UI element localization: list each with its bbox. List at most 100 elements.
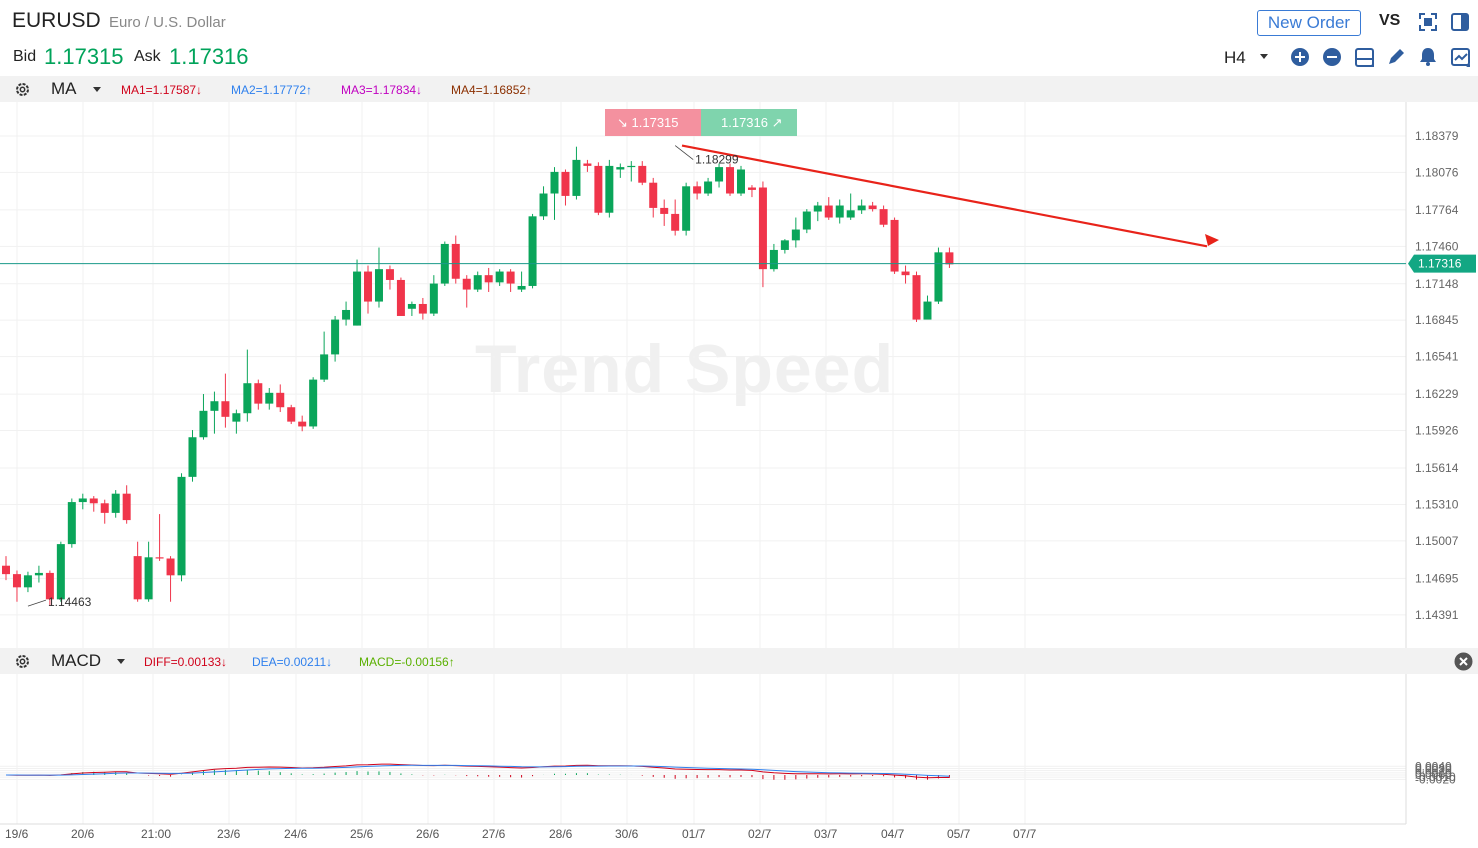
candle-body [133, 556, 142, 600]
ma-indicator-name[interactable]: MA [51, 79, 77, 98]
candle-body [934, 252, 943, 302]
candle-body [100, 503, 109, 513]
new-order-button[interactable]: New Order [1257, 10, 1361, 36]
vs-button[interactable]: VS [1379, 12, 1401, 29]
candle-body [144, 557, 153, 600]
price-tick-label: 1.16541 [1415, 350, 1459, 364]
candle-body [638, 165, 647, 183]
time-tick-label: 26/6 [416, 827, 440, 841]
symbol-description: Euro / U.S. Dollar [109, 14, 226, 31]
panel-toggle-icon[interactable] [1450, 12, 1470, 32]
macd-tick-label: 0.0030 [1415, 761, 1452, 775]
price-tick-label: 1.17764 [1415, 203, 1459, 217]
timeframe-select[interactable]: H4 [1224, 48, 1246, 67]
time-tick-label: 27/6 [482, 827, 506, 841]
candle-body [539, 193, 548, 217]
ask-price: 1.17316 [169, 44, 249, 69]
candle-body [342, 309, 351, 320]
macd-indicator-name[interactable]: MACD [51, 651, 102, 670]
candle-body [528, 216, 537, 286]
sell-price: 1.17315 [631, 115, 679, 130]
candle-body [726, 167, 735, 194]
time-tick-label: 19/6 [5, 827, 29, 841]
price-tick-label: 1.17148 [1415, 277, 1459, 291]
candle-body [506, 271, 515, 284]
candle-body [243, 383, 252, 414]
candle-body [813, 205, 822, 212]
candle-body [780, 240, 789, 250]
candle-body [418, 303, 427, 314]
candle-body [802, 211, 811, 230]
bell-icon[interactable] [1418, 46, 1438, 66]
chevron-down-icon[interactable] [116, 658, 126, 665]
low-marker-line [27, 599, 47, 607]
candle-body [199, 410, 208, 438]
candle-body [155, 557, 164, 559]
ma-indicator-bar: MA MA1=1.17587↓ MA2=1.17772↑ MA3=1.17834… [0, 76, 1478, 102]
settings-gear-icon[interactable] [14, 81, 31, 98]
candle-body [649, 182, 658, 208]
chevron-down-icon[interactable] [1259, 53, 1269, 61]
candle-body [824, 205, 833, 218]
time-tick-label: 05/7 [947, 827, 971, 841]
sell-price-box[interactable]: ↘ 1.17315 [605, 109, 701, 136]
chart-type-icon[interactable] [1450, 47, 1472, 69]
price-tick-label: 1.14391 [1415, 608, 1459, 622]
candlestick-chart[interactable]: 1.18379 1.18076 1.17764 1.17460 1.17148 1.168… [0, 102, 1478, 648]
ma1-value: MA1=1.17587↓ [121, 83, 203, 97]
candle-body [89, 498, 98, 504]
time-tick-label: 07/7 [1013, 827, 1037, 841]
macd-indicator-bar: MACD DIFF=0.00133↓ DEA=0.00211↓ MACD=-0.… [0, 648, 1478, 674]
high-marker-line [674, 145, 694, 160]
ma3-value: MA3=1.17834↓ [341, 83, 423, 97]
candle-body [473, 275, 482, 290]
candle-body [594, 165, 603, 213]
candle-body [188, 437, 197, 477]
time-tick-label: 02/7 [748, 827, 772, 841]
close-icon[interactable] [1454, 652, 1473, 671]
buy-price-box[interactable]: 1.17316 ↗ [701, 109, 797, 136]
candle-body [166, 558, 175, 576]
time-tick-label: 04/7 [881, 827, 905, 841]
candle-body [923, 301, 932, 320]
macd-dea-value: DEA=0.00211↓ [252, 655, 333, 669]
settings-gear-icon[interactable] [14, 653, 31, 670]
candle-body [879, 209, 888, 225]
macd-tick-label: 0.0040 [1415, 759, 1452, 773]
candle-body [835, 205, 844, 218]
candle-body [111, 493, 120, 513]
price-tick-label: 1.14695 [1415, 571, 1459, 585]
fullscreen-icon[interactable] [1418, 12, 1438, 32]
macd-chart[interactable]: 0.00400.00300.00200.00100.0000-0.0010-0.… [0, 674, 1478, 848]
candle-body [298, 421, 307, 427]
candle-body [254, 383, 263, 404]
time-tick-label: 01/7 [682, 827, 706, 841]
ma2-value: MA2=1.17772↑ [231, 83, 313, 97]
candle-body [12, 574, 21, 588]
chevron-down-icon[interactable] [92, 86, 102, 93]
candle-body [78, 498, 87, 503]
candle-body [682, 186, 691, 231]
candle-body [396, 279, 405, 316]
pencil-icon[interactable] [1386, 47, 1406, 67]
candle-body [484, 275, 493, 283]
candle-body [791, 229, 800, 241]
time-tick-label: 30/6 [615, 827, 639, 841]
candle-body [945, 252, 954, 265]
candle-body [232, 413, 241, 422]
zoom-out-icon[interactable] [1322, 47, 1342, 67]
candle-body [715, 167, 724, 182]
candle-body [56, 544, 65, 600]
macd-tick-label: 0.0000 [1415, 768, 1452, 782]
candle-body [34, 572, 43, 576]
candle-body [221, 401, 230, 417]
chart-layout-icon[interactable] [1354, 47, 1376, 69]
candle-body [495, 271, 504, 283]
zoom-in-icon[interactable] [1290, 47, 1310, 67]
time-tick-label: 28/6 [549, 827, 573, 841]
candle-body [671, 213, 680, 231]
time-tick-label: 23/6 [217, 827, 241, 841]
candle-body [353, 271, 362, 326]
macd-tick-label: -0.0020 [1415, 772, 1456, 786]
time-tick-label: 03/7 [814, 827, 838, 841]
